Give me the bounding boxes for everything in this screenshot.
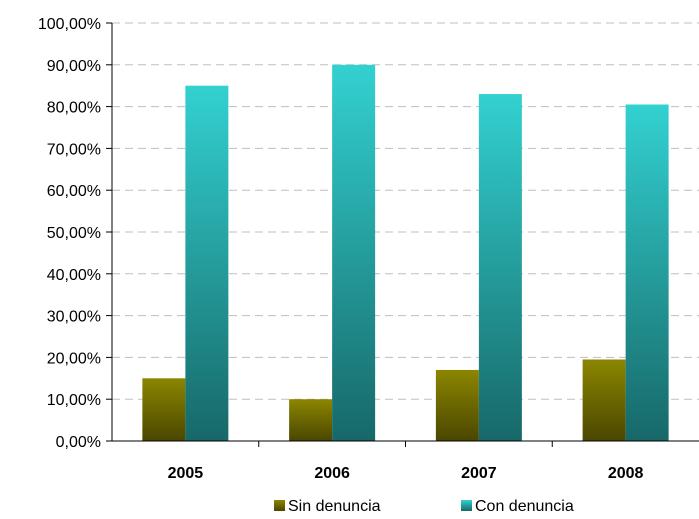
y-tick-label: 80,00% <box>47 100 101 117</box>
bar-con-2006 <box>332 64 376 442</box>
y-tick-label: 20,00% <box>47 350 101 367</box>
y-tick-label: 40,00% <box>47 267 101 284</box>
bar-sin-2008 <box>582 359 626 441</box>
bar-con-2005 <box>185 85 229 441</box>
y-tick-label: 100,00% <box>38 16 101 33</box>
legend-label-con: Con denuncia <box>475 498 574 515</box>
x-tick-label: 2006 <box>314 465 350 482</box>
legend: Sin denuncia Con denuncia <box>274 498 574 515</box>
axes <box>106 22 699 447</box>
legend-swatch-sin <box>274 500 285 511</box>
y-tick-label: 30,00% <box>47 309 101 326</box>
bar-sin-2007 <box>435 369 479 441</box>
bar-con-2007 <box>478 94 522 441</box>
bar-con-2008 <box>625 104 669 441</box>
y-tick-label: 10,00% <box>47 392 101 409</box>
x-tick-label: 2007 <box>461 465 497 482</box>
x-tick-label: 2005 <box>168 465 204 482</box>
bar-sin-2006 <box>289 399 333 441</box>
y-tick-label: 50,00% <box>47 225 101 242</box>
labels: 0,00% 10,00% 20,00% 30,00% 40,00% 50,00% 60,00… <box>38 16 644 482</box>
y-tick-label: 90,00% <box>47 58 101 75</box>
y-tick-label: 60,00% <box>47 183 101 200</box>
legend-swatch-con <box>461 500 472 511</box>
bar-sin-2005 <box>142 378 186 441</box>
y-tick-label: 70,00% <box>47 141 101 158</box>
legend-label-sin: Sin denuncia <box>288 498 381 515</box>
y-tick-label: 0,00% <box>56 434 101 451</box>
x-tick-label: 2008 <box>608 465 644 482</box>
bars <box>142 64 669 442</box>
